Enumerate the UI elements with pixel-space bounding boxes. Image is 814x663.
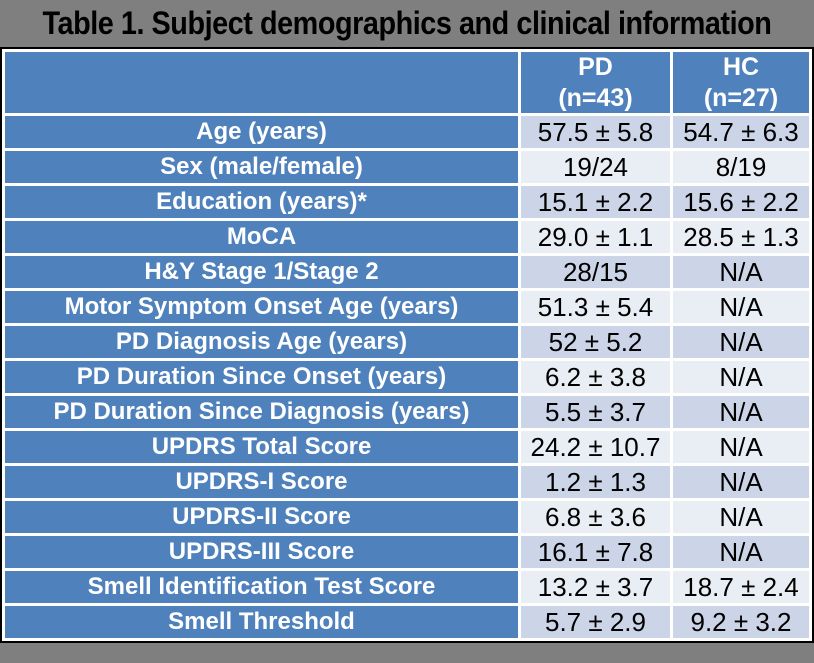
row-label: PD Duration Since Onset (years): [5, 361, 518, 393]
pd-value-cell: 57.5 ± 5.8: [521, 116, 670, 148]
pd-value-cell: 28/15: [521, 256, 670, 288]
demographics-table-frame: PD (n=43) HC (n=27) Age (years) 57.5 ± 5…: [0, 47, 814, 643]
pd-value-cell: 6.2 ± 3.8: [521, 361, 670, 393]
hc-value-cell: N/A: [673, 396, 809, 428]
hc-value-cell: N/A: [673, 256, 809, 288]
table-row-duration-since-onset: PD Duration Since Onset (years) 6.2 ± 3.…: [5, 361, 809, 393]
pd-value-cell: 5.5 ± 3.7: [521, 396, 670, 428]
pd-value-cell: 15.1 ± 2.2: [521, 186, 670, 218]
hc-value-cell: N/A: [673, 431, 809, 463]
table-title: Table 1. Subject demographics and clinic…: [42, 5, 772, 41]
hc-value-cell: 8/19: [673, 151, 809, 183]
pd-value-cell: 52 ± 5.2: [521, 326, 670, 358]
hc-value-cell: 54.7 ± 6.3: [673, 116, 809, 148]
row-label: PD Diagnosis Age (years): [5, 326, 518, 358]
table-row-smell-identification: Smell Identification Test Score 13.2 ± 3…: [5, 571, 809, 603]
row-label: Motor Symptom Onset Age (years): [5, 291, 518, 323]
hc-value-cell: 9.2 ± 3.2: [673, 606, 809, 638]
hc-group-label: HC: [722, 53, 760, 81]
hc-value-cell: N/A: [673, 466, 809, 498]
hc-value-cell: N/A: [673, 291, 809, 323]
table-row-diagnosis-age: PD Diagnosis Age (years) 52 ± 5.2 N/A: [5, 326, 809, 358]
pd-value-cell: 13.2 ± 3.7: [521, 571, 670, 603]
table-row-updrs-3: UPDRS-III Score 16.1 ± 7.8 N/A: [5, 536, 809, 568]
hc-value-cell: 18.7 ± 2.4: [673, 571, 809, 603]
row-label: H&Y Stage 1/Stage 2: [5, 256, 518, 288]
table-row-hy-stage: H&Y Stage 1/Stage 2 28/15 N/A: [5, 256, 809, 288]
header-cell-empty: [5, 52, 518, 113]
row-label: Smell Threshold: [5, 606, 518, 638]
column-header-pd: PD (n=43): [521, 52, 670, 113]
pd-group-label: PD: [578, 53, 613, 81]
table-row-education: Education (years)* 15.1 ± 2.2 15.6 ± 2.2: [5, 186, 809, 218]
hc-value-cell: N/A: [673, 361, 809, 393]
demographics-table: PD (n=43) HC (n=27) Age (years) 57.5 ± 5…: [2, 49, 812, 641]
row-label: Sex (male/female): [5, 151, 518, 183]
table-row-duration-since-diagnosis: PD Duration Since Diagnosis (years) 5.5 …: [5, 396, 809, 428]
row-label: Age (years): [5, 116, 518, 148]
header-row: PD (n=43) HC (n=27): [5, 52, 809, 113]
hc-value-cell: N/A: [673, 501, 809, 533]
row-label: UPDRS-II Score: [5, 501, 518, 533]
row-label: MoCA: [5, 221, 518, 253]
footer-bar: [0, 643, 814, 663]
hc-value-cell: N/A: [673, 326, 809, 358]
row-label: UPDRS-III Score: [5, 536, 518, 568]
hc-group-n: (n=27): [703, 83, 779, 112]
table-row-updrs-total: UPDRS Total Score 24.2 ± 10.7 N/A: [5, 431, 809, 463]
pd-value-cell: 29.0 ± 1.1: [521, 221, 670, 253]
column-header-hc: HC (n=27): [673, 52, 809, 113]
row-label: PD Duration Since Diagnosis (years): [5, 396, 518, 428]
pd-value-cell: 51.3 ± 5.4: [521, 291, 670, 323]
pd-value-cell: 16.1 ± 7.8: [521, 536, 670, 568]
hc-value-cell: 15.6 ± 2.2: [673, 186, 809, 218]
table-row-sex: Sex (male/female) 19/24 8/19: [5, 151, 809, 183]
table-row-updrs-2: UPDRS-II Score 6.8 ± 3.6 N/A: [5, 501, 809, 533]
row-label: Education (years)*: [5, 186, 518, 218]
pd-value-cell: 24.2 ± 10.7: [521, 431, 670, 463]
row-label: UPDRS Total Score: [5, 431, 518, 463]
pd-group-n: (n=43): [558, 83, 633, 112]
pd-value-cell: 6.8 ± 3.6: [521, 501, 670, 533]
pd-value-cell: 1.2 ± 1.3: [521, 466, 670, 498]
hc-value-cell: 28.5 ± 1.3: [673, 221, 809, 253]
table-row-smell-threshold: Smell Threshold 5.7 ± 2.9 9.2 ± 3.2: [5, 606, 809, 638]
title-bar: Table 1. Subject demographics and clinic…: [0, 0, 814, 47]
table-row-motor-onset-age: Motor Symptom Onset Age (years) 51.3 ± 5…: [5, 291, 809, 323]
table-row-moca: MoCA 29.0 ± 1.1 28.5 ± 1.3: [5, 221, 809, 253]
table-row-updrs-1: UPDRS-I Score 1.2 ± 1.3 N/A: [5, 466, 809, 498]
row-label: Smell Identification Test Score: [5, 571, 518, 603]
pd-value-cell: 19/24: [521, 151, 670, 183]
hc-value-cell: N/A: [673, 536, 809, 568]
pd-value-cell: 5.7 ± 2.9: [521, 606, 670, 638]
table-row-age: Age (years) 57.5 ± 5.8 54.7 ± 6.3: [5, 116, 809, 148]
row-label: UPDRS-I Score: [5, 466, 518, 498]
